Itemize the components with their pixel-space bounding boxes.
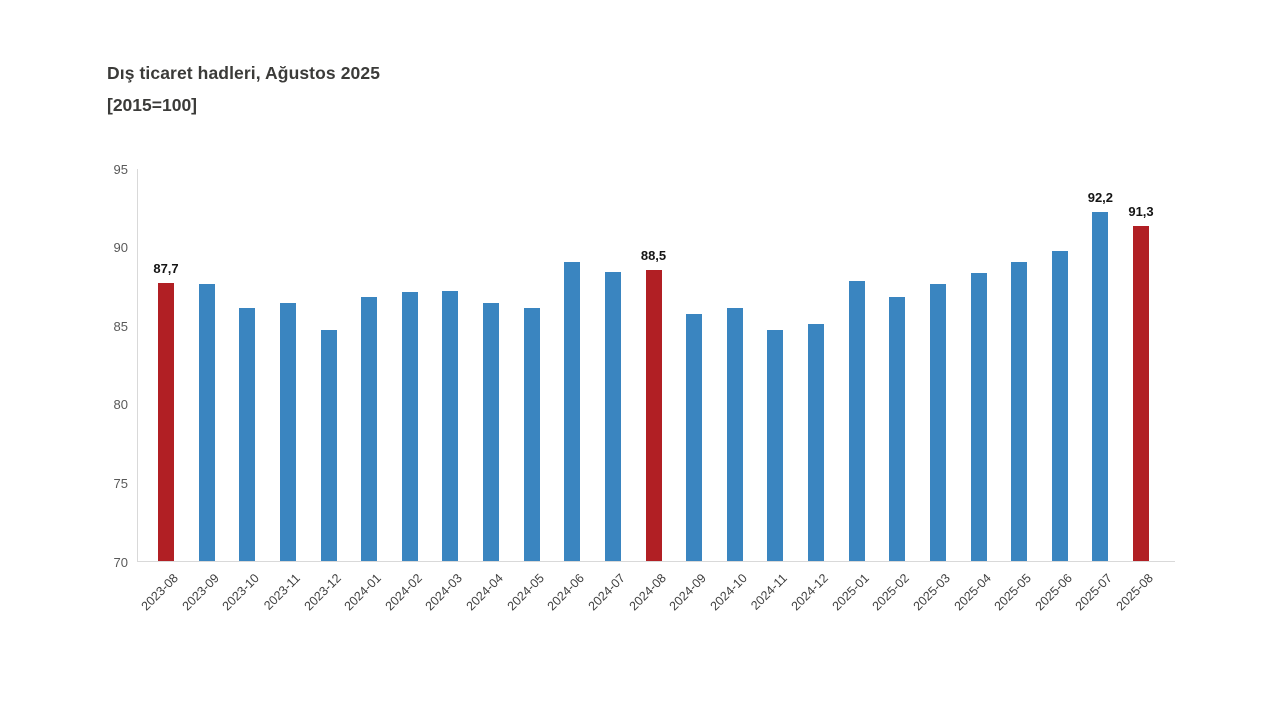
chart-title: Dış ticaret hadleri, Ağustos 2025 bbox=[107, 63, 381, 83]
chart-subtitle: [2015=100] bbox=[107, 95, 198, 115]
bar-2024-09 bbox=[686, 314, 703, 561]
bar-2023-08 bbox=[158, 282, 174, 561]
bar-2025-06 bbox=[1051, 251, 1068, 561]
bar-2025-08 bbox=[1133, 226, 1149, 561]
ytick-label-75: 75 bbox=[113, 475, 128, 491]
bar-2024-08 bbox=[645, 270, 662, 561]
bar-2024-04 bbox=[483, 303, 499, 561]
bar-2024-03 bbox=[442, 290, 459, 561]
bar-2025-04 bbox=[970, 273, 987, 561]
bar-2024-10 bbox=[726, 307, 743, 561]
bar-2023-12 bbox=[320, 329, 337, 561]
bar-2024-01 bbox=[361, 296, 378, 561]
ytick-label-95: 95 bbox=[113, 161, 128, 177]
bar-2023-11 bbox=[279, 303, 296, 561]
bar-2024-12 bbox=[808, 323, 824, 561]
bar-2024-06 bbox=[564, 262, 581, 561]
value-label-2023-08: 87,7 bbox=[153, 260, 179, 276]
bar-2025-02 bbox=[889, 296, 906, 561]
ytick-label-70: 70 bbox=[113, 554, 128, 570]
ytick-label-90: 90 bbox=[113, 240, 128, 256]
bar-2025-05 bbox=[1011, 262, 1028, 561]
bar-2024-05 bbox=[523, 307, 540, 561]
value-label-2025-08: 91,3 bbox=[1128, 204, 1154, 220]
value-label-2024-08: 88,5 bbox=[640, 248, 667, 264]
bar-2024-07 bbox=[604, 271, 621, 561]
bar-2025-01 bbox=[848, 281, 865, 561]
bar-2025-03 bbox=[929, 284, 946, 561]
bar-2023-09 bbox=[198, 284, 215, 561]
bar-2025-07 bbox=[1092, 212, 1109, 561]
ytick-label-85: 85 bbox=[113, 318, 128, 334]
value-label-2025-07: 92,2 bbox=[1087, 190, 1114, 206]
ytick-label-80: 80 bbox=[113, 397, 128, 413]
plot-area: 87,7 88,5 92,2 91,3 bbox=[137, 169, 1175, 562]
bar-2024-11 bbox=[767, 329, 784, 561]
bar-2023-10 bbox=[239, 307, 256, 561]
bar-2024-02 bbox=[401, 292, 418, 561]
